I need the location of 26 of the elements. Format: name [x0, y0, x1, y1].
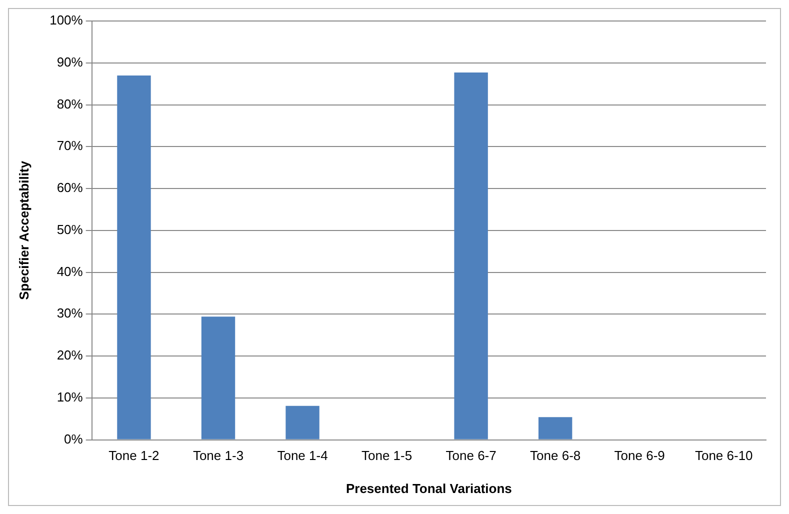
y-tick-label: 0%	[64, 431, 84, 446]
y-tick-label: 10%	[56, 390, 84, 404]
y-tick-label: 80%	[56, 96, 84, 112]
x-tick-label: Tone 6-10	[694, 448, 753, 464]
y-tick-label: 30%	[56, 306, 84, 321]
x-tick-label: Tone 1-4	[277, 448, 328, 464]
x-tick-label: Tone 6-9	[614, 448, 665, 464]
bar	[286, 406, 320, 440]
y-tick-label: 40%	[56, 264, 84, 279]
y-tick-label: 60%	[56, 180, 84, 196]
bar	[117, 75, 151, 440]
y-tick-label: 20%	[56, 348, 84, 363]
y-tick-label: 90%	[56, 54, 84, 70]
x-tick-label: Tone 6-7	[446, 448, 496, 464]
x-axis-title: Presented Tonal Variations	[346, 480, 512, 496]
y-axis-title: Specifier Acceptability	[16, 160, 32, 300]
bar	[538, 417, 572, 440]
y-tick-label: 70%	[56, 138, 84, 154]
x-tick-label: Tone 1-3	[192, 448, 244, 464]
x-tick-label: Tone 1-5	[361, 448, 412, 464]
y-tick-label: 50%	[56, 222, 84, 237]
bar	[201, 316, 236, 440]
x-tick-label: Tone 6-8	[530, 448, 581, 464]
y-tick-label: 100%	[50, 12, 84, 28]
bar	[454, 72, 488, 440]
x-tick-label: Tone 1-2	[108, 448, 160, 464]
